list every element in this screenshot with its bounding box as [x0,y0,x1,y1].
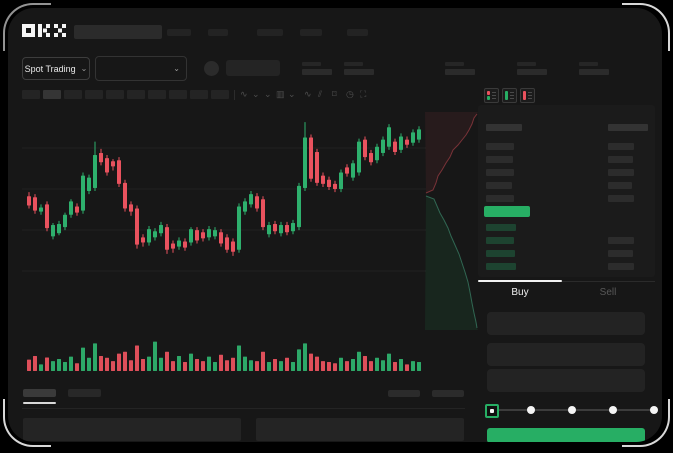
chevron-down-icon[interactable]: ⌄ [264,89,272,100]
chevron-down-icon[interactable]: ⌄ [252,89,260,100]
chevron-down-icon[interactable]: ⌄ [288,89,296,100]
bid-amount-placeholder [608,250,633,257]
timeframe-button-placeholder[interactable] [64,90,82,99]
timeframe-button-placeholder[interactable] [169,90,187,99]
amount-input-placeholder[interactable] [487,343,645,366]
nav-item-placeholder[interactable] [167,29,191,36]
slider-stop-dot[interactable] [650,406,658,414]
depth-chart-overlay [425,112,478,330]
tab-sell[interactable]: Sell [566,287,650,298]
indicator-wave-icon[interactable]: ∿ [304,89,312,100]
timer-icon[interactable]: ◷ [346,89,354,100]
bid-price-placeholder [486,263,516,270]
orders-tab-active[interactable] [23,389,56,397]
buy-submit-button[interactable] [487,428,645,442]
orderbook-view-bids-icon[interactable] [502,88,517,103]
nav-item-placeholder[interactable] [347,29,368,36]
ask-price-placeholder [486,143,514,150]
app-window: Spot Trading ⌄ ⌄ ∿⌄⌄▥⌄∿⫽⌑◷⛶ Buy Sell [8,8,662,442]
timeframe-button-placeholder[interactable] [190,90,208,99]
timeframe-button-placeholder[interactable] [43,90,61,99]
ask-amount-placeholder [608,143,634,150]
last-price-highlight [484,206,530,217]
candle-style-icon[interactable]: ▥ [276,89,285,100]
orders-divider [22,408,465,409]
nav-item-placeholder[interactable] [208,29,228,36]
timeframe-button-placeholder[interactable] [127,90,145,99]
camera-icon[interactable]: ⌑ [332,89,337,100]
candlestick-chart [22,112,426,376]
ask-amount-placeholder [608,156,633,163]
nav-item-placeholder[interactable] [300,29,322,36]
orders-action-placeholder[interactable] [388,390,420,397]
chevron-down-icon: ⌄ [173,64,180,73]
okx-logo[interactable] [22,24,68,39]
bid-price-placeholder [486,250,515,257]
total-input-placeholder[interactable] [487,369,645,392]
bid-amount-placeholder [608,237,634,244]
orders-action-placeholder[interactable] [432,390,464,397]
orders-table-placeholder [256,418,464,441]
draw-tools-icon[interactable]: ⫽ [318,89,322,100]
search-bar-placeholder[interactable] [74,25,162,39]
timeframe-button-placeholder[interactable] [148,90,166,99]
ask-amount-placeholder [608,195,634,202]
pair-avatar [204,61,219,76]
bid-price-placeholder [486,237,514,244]
fullscreen-icon[interactable]: ⛶ [360,89,366,100]
ask-price-placeholder [486,169,514,176]
timeframe-button-placeholder[interactable] [22,90,40,99]
slider-stop-dot[interactable] [568,406,576,414]
slider-stop-dot[interactable] [609,406,617,414]
orderbook-header-right [608,124,648,131]
price-input-placeholder[interactable] [487,312,645,335]
tab-buy[interactable]: Buy [478,287,562,298]
slider-stop-dot[interactable] [527,406,535,414]
ask-price-placeholder [486,182,512,189]
timeframe-button-placeholder[interactable] [211,90,229,99]
pair-selector-dropdown[interactable]: ⌄ [95,56,187,81]
orders-tab-inactive[interactable] [68,389,101,397]
nav-item-placeholder[interactable] [257,29,283,36]
pair-name-placeholder [226,60,280,76]
bid-amount-placeholder [608,263,634,270]
market-type-selector[interactable]: Spot Trading ⌄ [22,57,90,80]
bid-price-placeholder [486,224,516,231]
line-zigzag-icon[interactable]: ∿ [240,89,248,100]
orders-tab-underline [23,402,56,404]
active-tab-indicator [478,280,562,282]
timeframe-button-placeholder[interactable] [106,90,124,99]
ask-price-placeholder [486,156,513,163]
amount-slider-handle[interactable] [485,404,499,418]
orderbook-header-left [486,124,522,131]
orderbook-view-asks-icon[interactable] [520,88,535,103]
chevron-down-icon: ⌄ [81,64,88,73]
orderbook-view-combined-icon[interactable] [484,88,499,103]
ask-amount-placeholder [608,182,632,189]
market-type-label: Spot Trading [25,64,76,74]
orders-table-placeholder [23,418,241,441]
ask-price-placeholder [486,195,514,202]
timeframe-button-placeholder[interactable] [85,90,103,99]
ask-amount-placeholder [608,169,634,176]
